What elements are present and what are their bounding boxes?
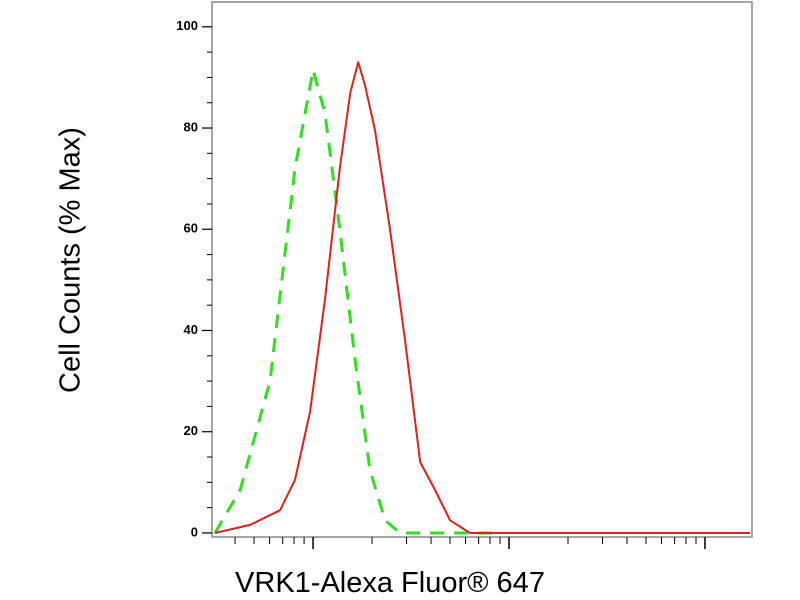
- y-tick-label: 20: [184, 423, 198, 438]
- y-tick-label: 40: [184, 322, 198, 337]
- y-tick-label: 80: [184, 119, 198, 134]
- y-tick-label: 60: [184, 221, 198, 236]
- x-axis-label: VRK1-Alexa Fluor® 647: [235, 567, 545, 599]
- series-line: [214, 61, 750, 534]
- y-axis-label: Cell Counts (% Max): [55, 127, 87, 393]
- plot-frame: [211, 1, 753, 538]
- y-tick-label: 100: [176, 18, 198, 33]
- y-tick-label: 0: [191, 524, 198, 539]
- series-line: [213, 68, 500, 535]
